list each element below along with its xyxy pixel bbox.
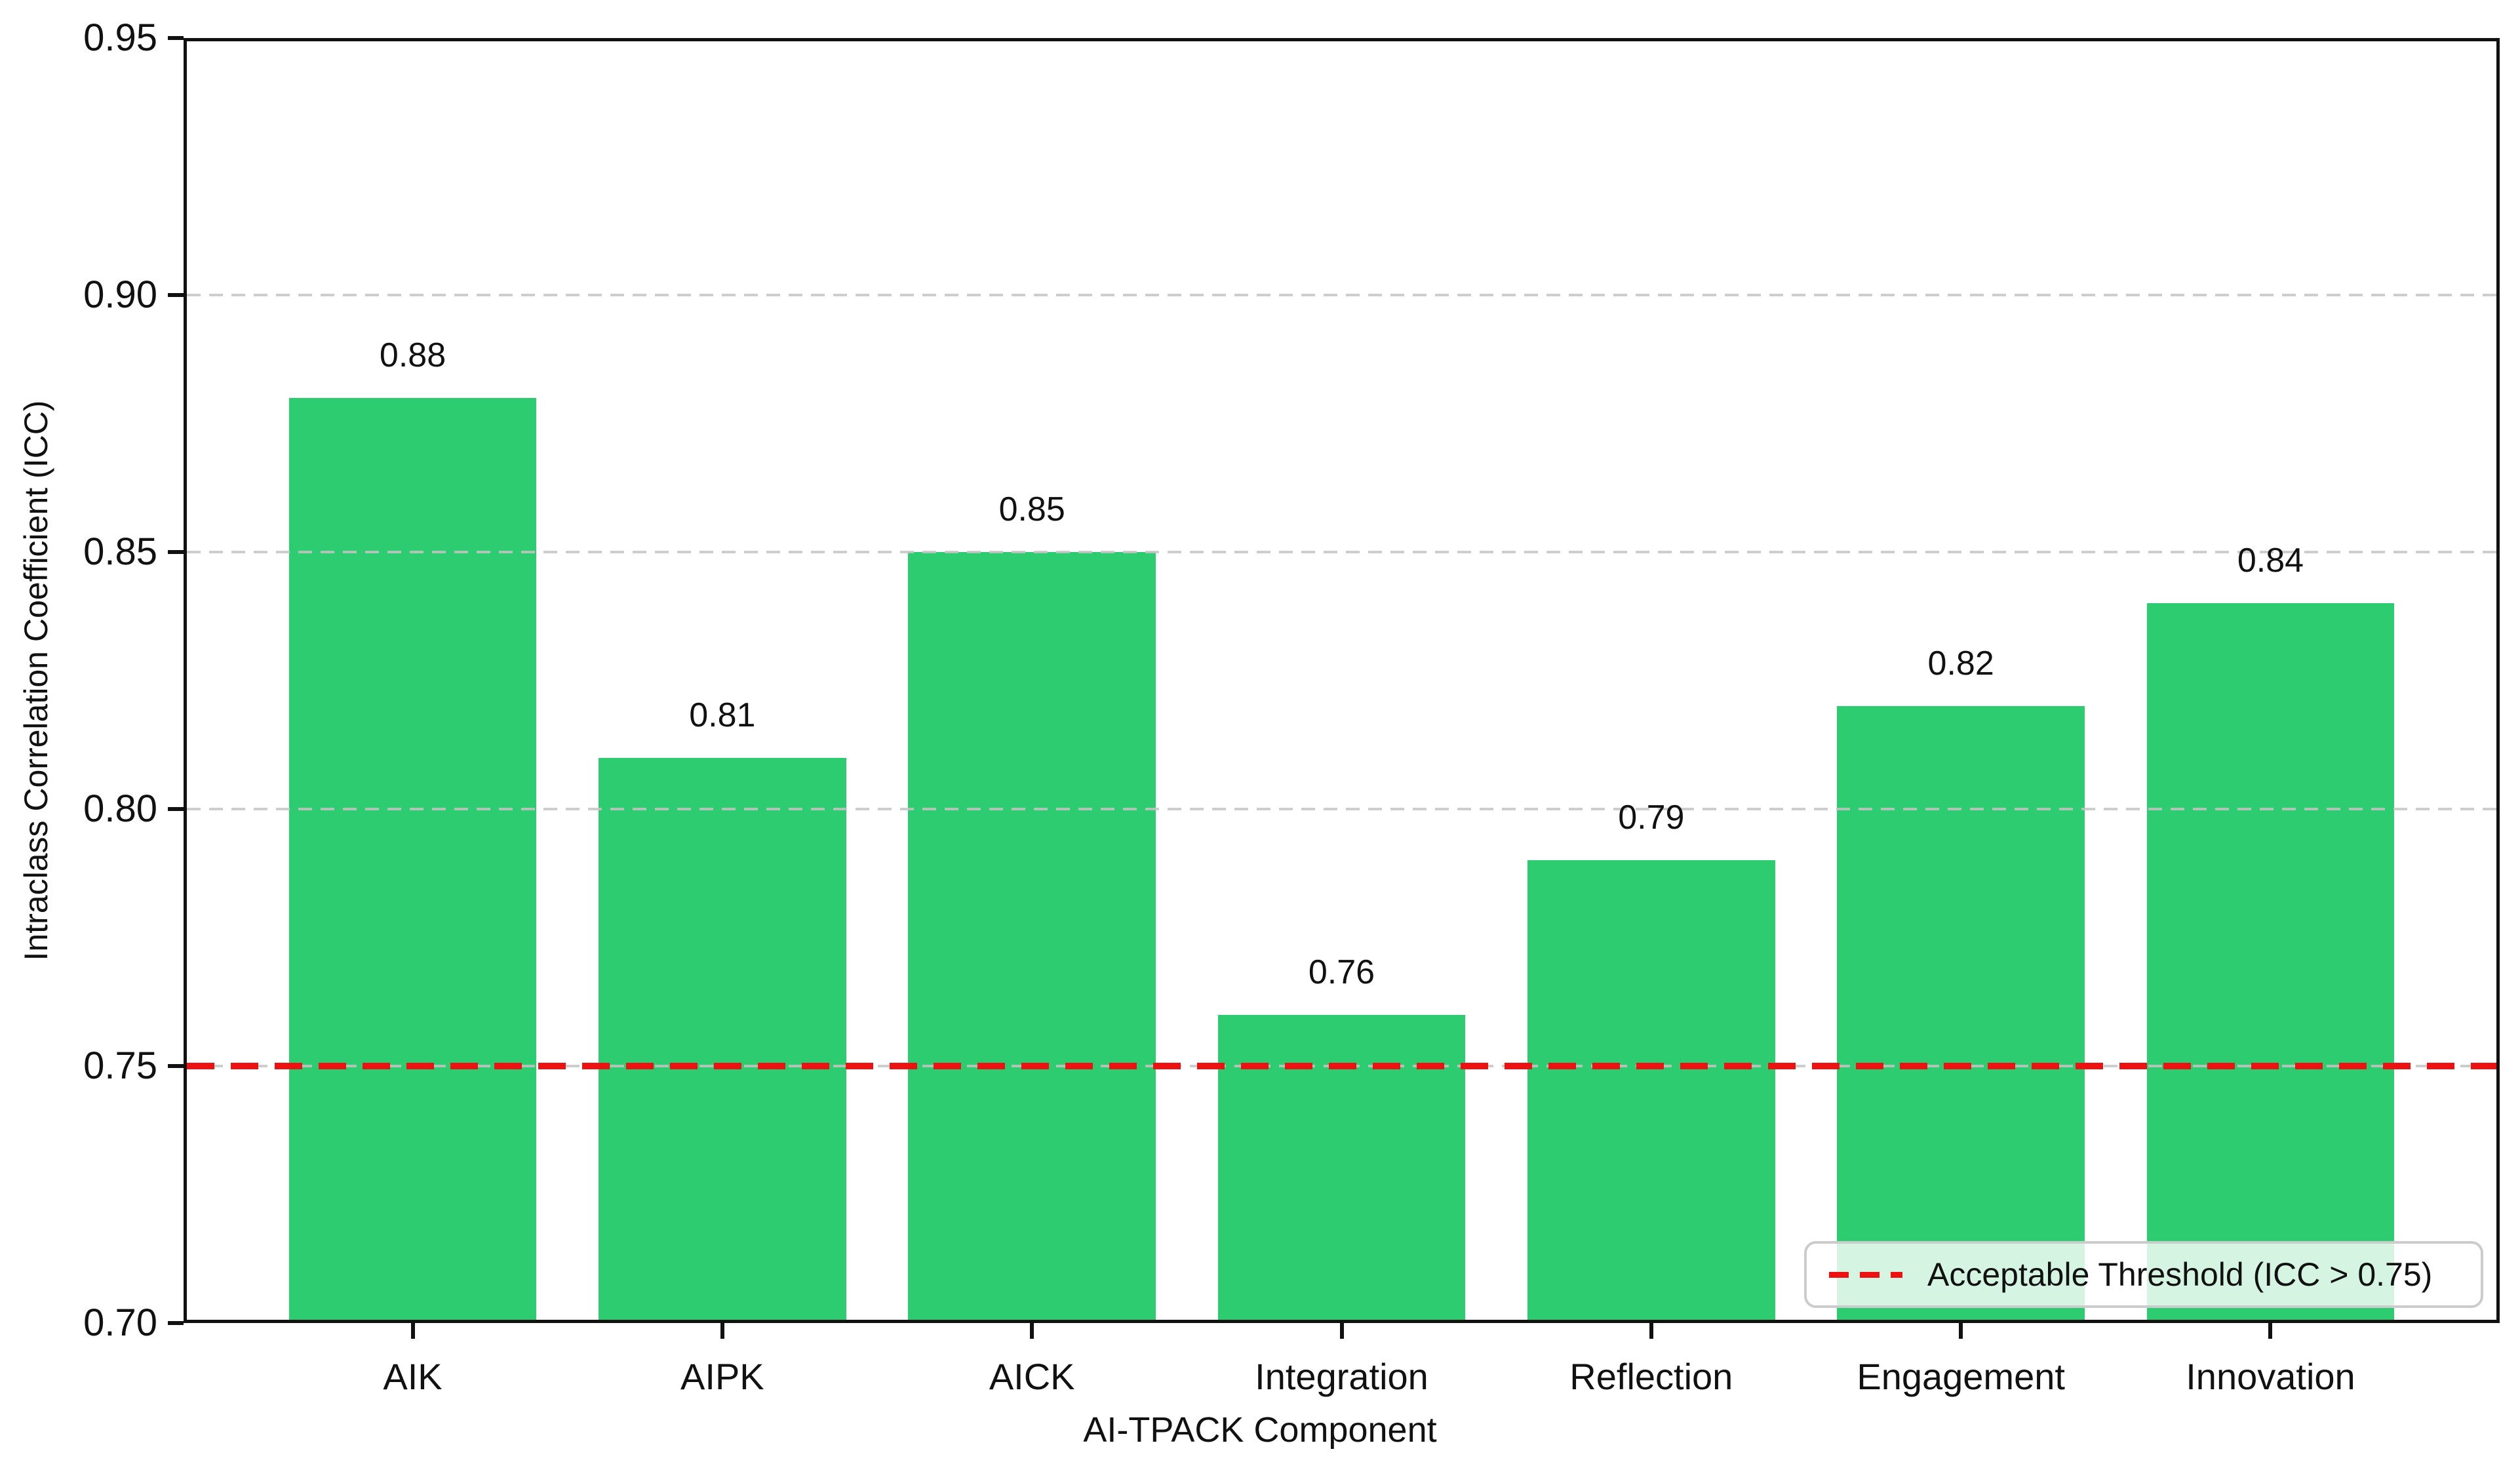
threshold-line	[187, 1063, 2496, 1069]
bar-value-label-aik: 0.88	[379, 336, 446, 374]
bar-value-label-aipk: 0.81	[689, 696, 756, 734]
x-tick-mark-aik	[410, 1323, 415, 1339]
x-axis-title: AI-TPACK Component	[1083, 1410, 1437, 1450]
y-axis-title: Intraclass Correlation Coefficient (ICC)	[18, 400, 54, 961]
legend-label: Acceptable Threshold (ICC > 0.75)	[1927, 1256, 2433, 1293]
y-tick-label-0.70: 0.70	[83, 1301, 157, 1344]
y-tick-mark-0.95	[168, 36, 184, 40]
bar-integration	[1217, 1014, 1466, 1323]
bar-aick	[908, 552, 1156, 1323]
y-tick-label-0.80: 0.80	[83, 787, 157, 830]
x-tick-label-integration: Integration	[1255, 1356, 1428, 1397]
x-tick-label-engagement: Engagement	[1857, 1356, 2065, 1397]
gridline-0.85	[187, 551, 2496, 553]
y-tick-mark-0.90	[168, 293, 184, 297]
x-tick-mark-aick	[1030, 1323, 1034, 1339]
y-tick-mark-0.75	[168, 1064, 184, 1068]
bar-aik	[288, 397, 537, 1323]
x-tick-mark-aipk	[720, 1323, 724, 1339]
bar-value-label-innovation: 0.84	[2237, 542, 2304, 580]
y-tick-label-0.90: 0.90	[83, 273, 157, 316]
y-tick-mark-0.85	[168, 550, 184, 554]
x-tick-mark-reflection	[1649, 1323, 1653, 1339]
x-tick-mark-engagement	[1959, 1323, 1963, 1339]
bar-value-label-aick: 0.85	[998, 490, 1065, 528]
gridline-0.80	[187, 808, 2496, 810]
bar-value-label-integration: 0.76	[1308, 953, 1375, 991]
y-tick-label-0.85: 0.85	[83, 530, 157, 573]
threshold-dashed-line-sample	[1829, 1271, 1902, 1278]
y-tick-label-0.95: 0.95	[83, 16, 157, 59]
gridline-0.90	[187, 294, 2496, 296]
x-tick-mark-innovation	[2268, 1323, 2273, 1339]
bar-innovation	[2146, 603, 2395, 1323]
bar-engagement	[1837, 706, 2085, 1323]
bar-value-label-reflection: 0.79	[1618, 799, 1685, 837]
x-tick-label-aipk: AIPK	[680, 1356, 764, 1397]
y-tick-mark-0.70	[168, 1321, 184, 1325]
x-tick-label-innovation: Innovation	[2186, 1356, 2355, 1397]
y-tick-label-0.75: 0.75	[83, 1044, 157, 1087]
x-tick-label-aik: AIK	[383, 1356, 443, 1397]
bar-aipk	[598, 757, 846, 1323]
x-tick-mark-integration	[1339, 1323, 1344, 1339]
x-tick-label-reflection: Reflection	[1569, 1356, 1733, 1397]
legend: Acceptable Threshold (ICC > 0.75)	[1804, 1241, 2483, 1308]
bar-value-label-engagement: 0.82	[1927, 644, 1994, 683]
x-tick-label-aick: AICK	[989, 1356, 1075, 1397]
bar-reflection	[1527, 860, 1775, 1323]
y-tick-mark-0.80	[168, 807, 184, 811]
